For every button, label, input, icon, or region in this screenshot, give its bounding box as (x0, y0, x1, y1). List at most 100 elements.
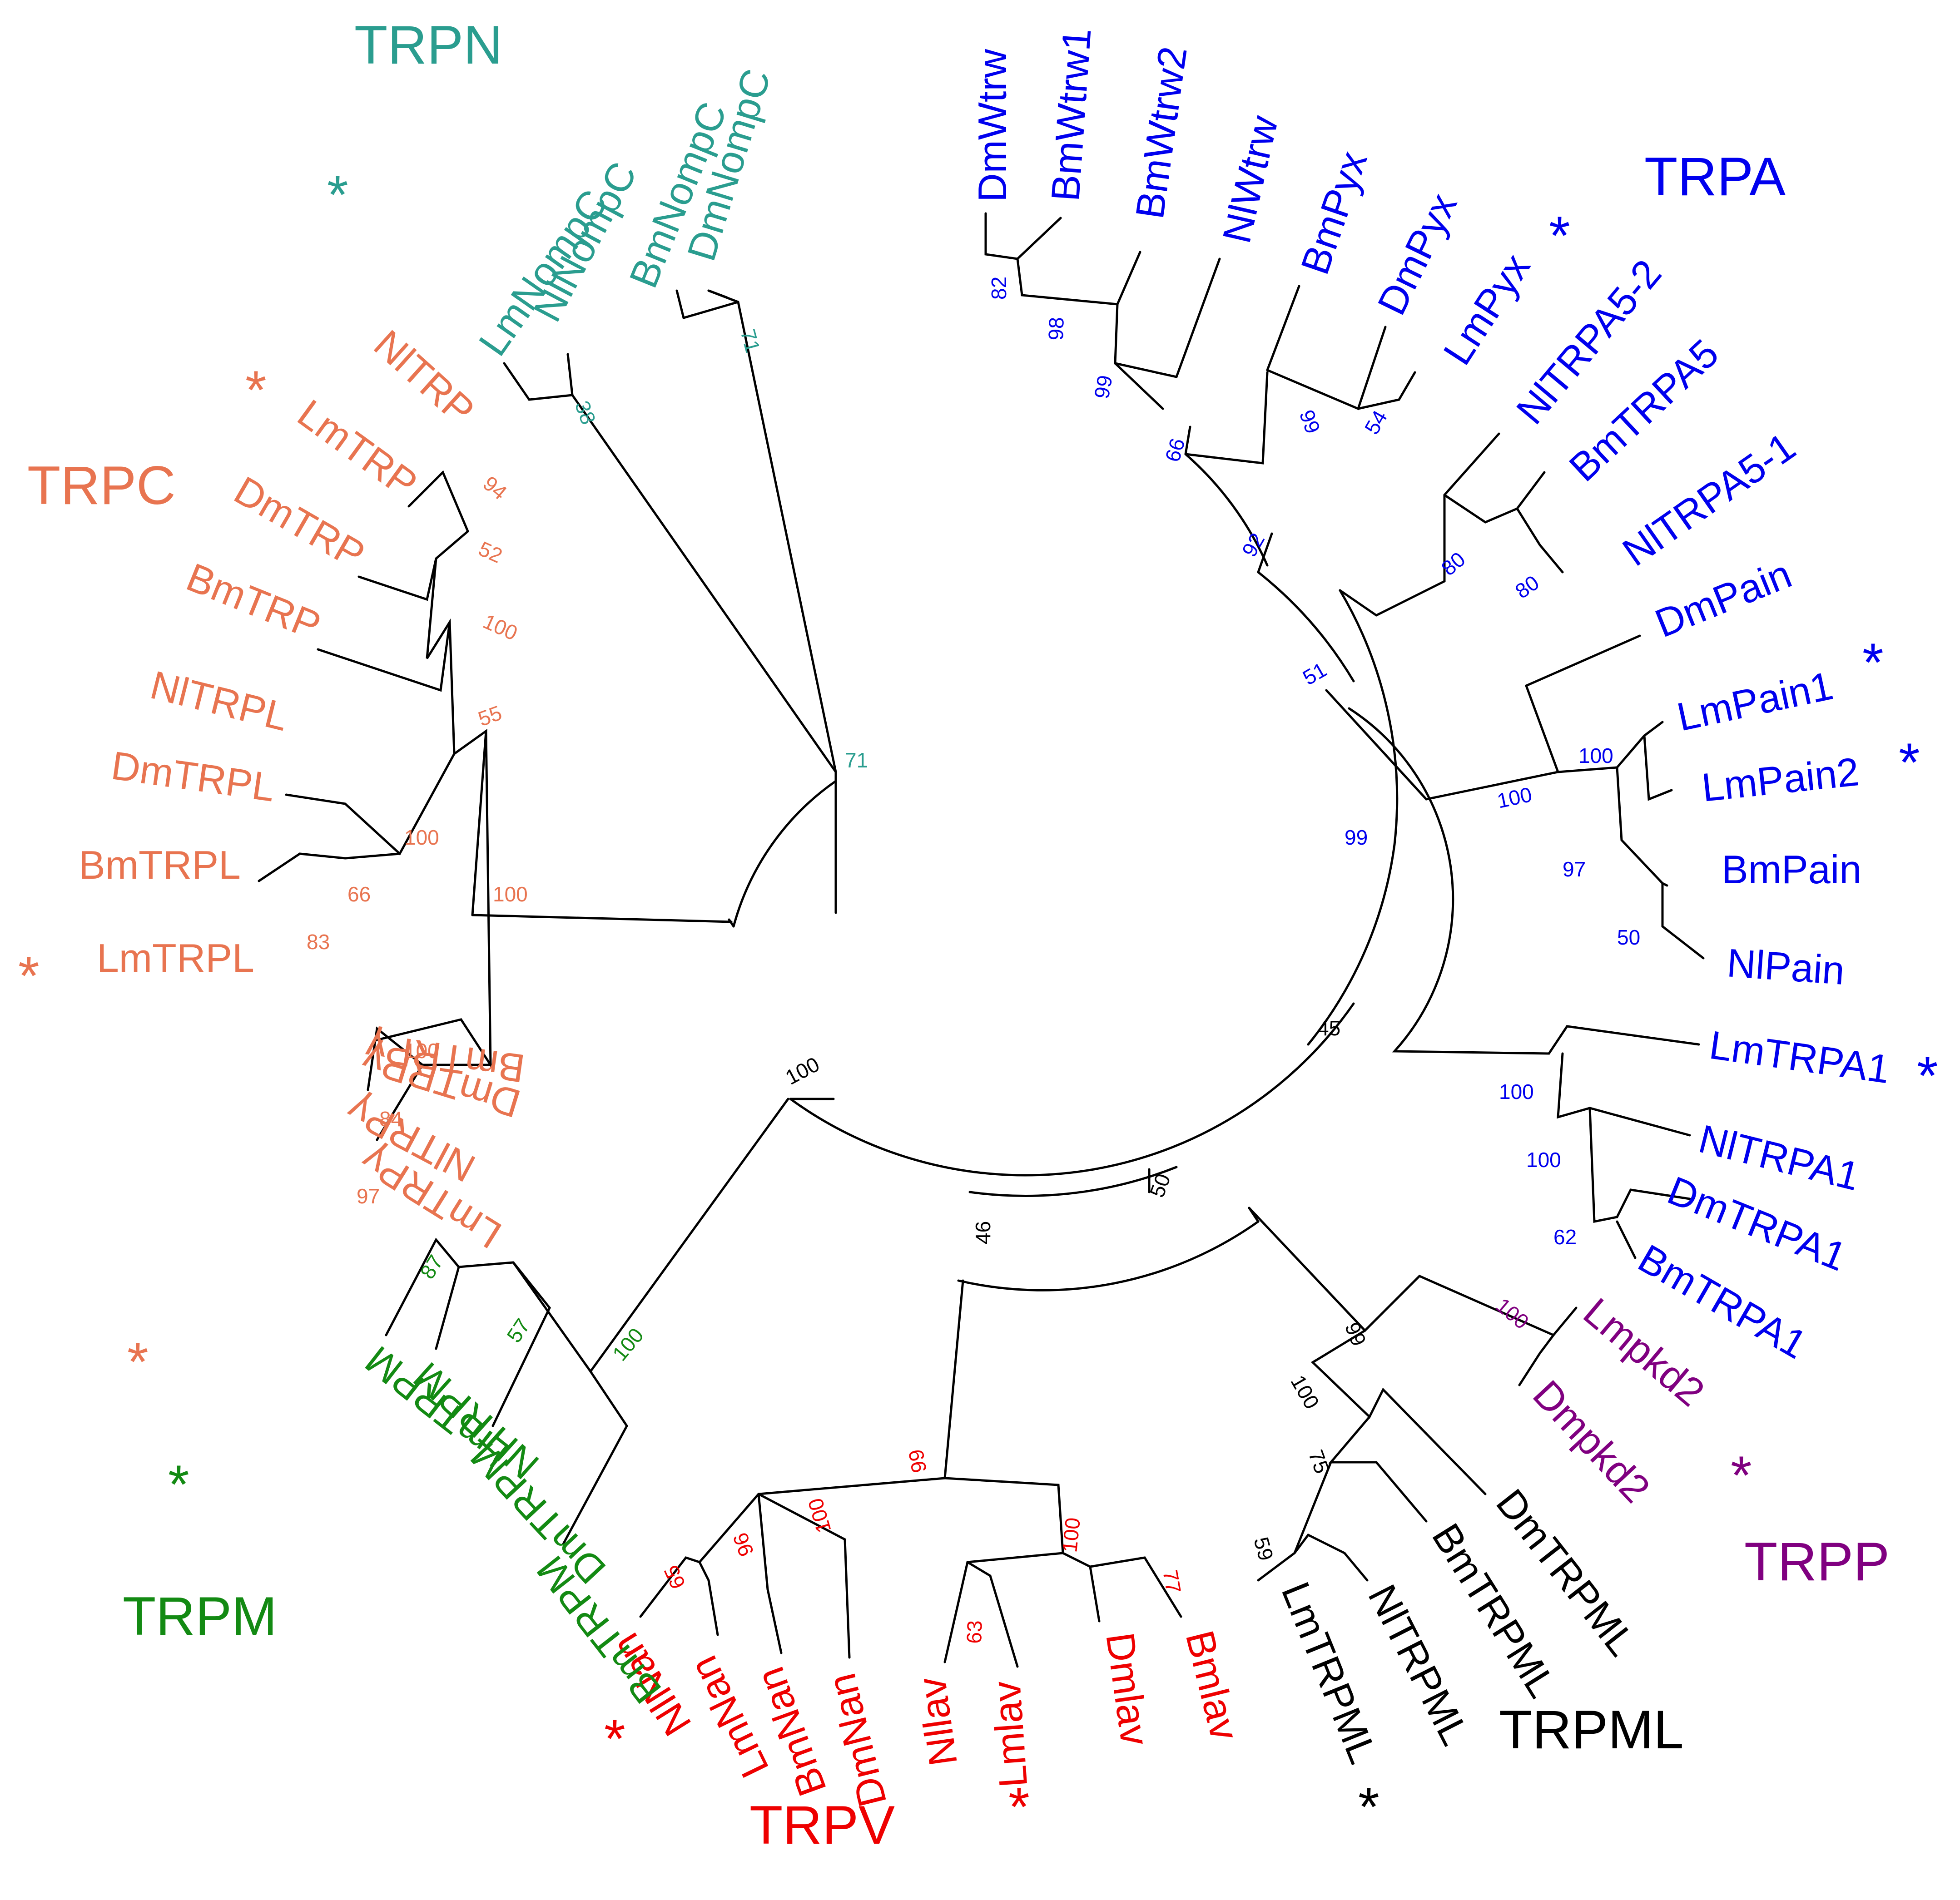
bootstrap-trpml-59: 59 (1249, 1534, 1278, 1563)
trpa-nlwtrw (1114, 257, 1221, 378)
family-label-trpp: TRPP (1744, 1531, 1890, 1592)
bootstrap-trpc-66: 66 (347, 882, 371, 906)
bootstrap-trpp-100: 100 (1492, 1293, 1533, 1334)
bootstrap-trpa-100a: 100 (1495, 782, 1534, 813)
leaf-nltrp: NlTRP (366, 321, 483, 433)
trpa-bmpain (1616, 766, 1668, 928)
bootstrap-trpa-98: 98 (1044, 317, 1068, 341)
bootstrap-trpa-100d: 100 (1526, 1148, 1561, 1172)
bootstrap-trpc-97: 97 (357, 1184, 380, 1208)
leaf-lmtrp: LmTRP (290, 391, 426, 506)
bootstrap-trpm-100: 100 (608, 1323, 648, 1365)
leaf-dmtrp: DmTRP (227, 467, 372, 577)
bootstrap-trpv-77: 77 (1158, 1568, 1186, 1595)
bootstrap-trpa-80a: 80 (1437, 547, 1470, 580)
bootstrap-trpn-71a: 71 (736, 327, 764, 355)
leaf-dmtrpl: DmTRPL (109, 742, 278, 810)
star-lmtrpl: * (18, 945, 40, 1006)
star-lmtrpa1: * (1917, 1045, 1938, 1106)
backbone-arc-50 (957, 1220, 1260, 1291)
family-label-trpv: TRPV (749, 1795, 895, 1855)
leaf-bmpain: BmPain (1722, 847, 1861, 892)
bootstrap-trpa-66: 66 (1161, 435, 1190, 465)
trpn-node-38 (503, 353, 574, 401)
bootstrap-trpa-99a: 99 (1090, 373, 1117, 400)
bootstrap-trpa-80b: 80 (1511, 570, 1543, 603)
trpa-trpa1-top (1348, 707, 1700, 1055)
bootstrap-trpc-94: 94 (479, 471, 512, 505)
bootstrap-trpa-62: 62 (1553, 1225, 1577, 1249)
leaf-bmwtrw2: BmWtrw2 (1127, 44, 1196, 221)
trpml-lmtrpml (1257, 1552, 1296, 1582)
leaf-bmpyx: BmPyx (1292, 145, 1375, 280)
backbone-arc-a (732, 780, 837, 928)
leaf-lmpyx: LmPyx (1434, 246, 1539, 372)
bootstrap-trpc-55: 55 (475, 701, 505, 731)
bootstrap-trpc-100d: 100 (404, 1039, 439, 1063)
leaf-lmpain1: LmPain1 (1673, 663, 1836, 740)
family-label-trpm: TRPM (123, 1586, 277, 1647)
trpa-arc-3 (1257, 571, 1355, 683)
trpn-stems (571, 301, 837, 773)
trpc-trp (317, 557, 451, 692)
leaf-dmpain: DmPain (1649, 551, 1797, 646)
leaf-lmlav: Lmlav (983, 1680, 1036, 1789)
bootstrap-trpc-100c: 100 (493, 882, 528, 906)
trpv-node-100 (757, 1493, 846, 1541)
bootstrap-trpa-99b: 99 (1295, 407, 1325, 437)
leaf-nltrpa5-1: NlTRPA5-1 (1614, 424, 1803, 575)
leaf-bmtrp: BmTRP (180, 554, 327, 648)
leaf-dmnan: DmNan (819, 1669, 895, 1811)
bootstrap-trpml-99: 99 (1340, 1319, 1371, 1349)
star-lmtrpml: * (1358, 1776, 1379, 1837)
leaf-nlwtrw: NlWtrw (1214, 111, 1286, 247)
bootstrap-trpv-63: 63 (962, 1620, 987, 1644)
bootstrap-trpc-83: 83 (307, 930, 330, 954)
trpn-node-71 (682, 289, 739, 319)
star-dmpkd2: * (1731, 1445, 1752, 1506)
leaf-nltrpl: NlTRPL (146, 662, 293, 740)
leaf-lmpain2: LmPain2 (1700, 749, 1861, 810)
trpv-nan (639, 1279, 964, 1636)
star-lmpain1: * (1862, 632, 1884, 693)
trpml-node-59 (1293, 1461, 1369, 1582)
star-lmnan: * (604, 1708, 625, 1769)
leaf-dmpkd2: Dmpkd2 (1524, 1371, 1659, 1511)
backbone-arc-46 (968, 1166, 1178, 1197)
leaf-nltrpml: NlTRPML (1360, 1578, 1478, 1752)
bootstrap-trpa-51: 51 (1299, 658, 1330, 690)
bootstrap-trpn-38: 38 (571, 398, 600, 428)
star-lmtrp: * (245, 360, 267, 421)
trpa-pyx (1114, 285, 1416, 411)
leaf-lmtrpl: LmTRPL (97, 935, 254, 980)
leaf-bmtrpl: BmTRPL (79, 842, 241, 887)
trpa-wtrw (984, 212, 1141, 306)
bootstrap-backbone-100: 100 (781, 1052, 823, 1089)
bootstrap-trpm-57: 57 (502, 1314, 535, 1347)
trpv-dmnan (757, 1493, 851, 1659)
bootstrap-trpm-87: 87 (415, 1251, 447, 1283)
bootstrap-trpa-50: 50 (1617, 925, 1640, 949)
bootstrap-trpml-100: 100 (1286, 1371, 1324, 1413)
bootstrap-trpa-54: 54 (1360, 406, 1392, 438)
bootstrap-backbone-45: 45 (1317, 1016, 1340, 1040)
star-lmnompc: * (327, 164, 348, 225)
star-lmtrpm: * (168, 1454, 189, 1515)
leaf-nlpain: NlPain (1726, 940, 1846, 993)
bootstrap-trpa-100b: 100 (1578, 744, 1613, 767)
leaf-nllav: Nllav (909, 1674, 966, 1768)
trpa-lmpain (1557, 721, 1673, 801)
bootstrap-trpa-82: 82 (987, 277, 1011, 300)
trpml-node-100 (1310, 1329, 1487, 1495)
family-label-trpn: TRPN (354, 15, 503, 75)
trpm-nodes (385, 1237, 515, 1350)
bootstrap-trpv-100b: 100 (1057, 1516, 1085, 1554)
trpv-node-63 (943, 1552, 1064, 1668)
bootstrap-trpa-100c: 100 (1499, 1080, 1534, 1103)
family-label-trpc: TRPC (27, 455, 176, 516)
trpa-trpa5 (1257, 432, 1546, 617)
trpv-lav (943, 1477, 1182, 1623)
leaf-bmlav: Bmlav (1177, 1626, 1248, 1745)
star-lmpyx: * (1549, 205, 1570, 266)
leaf-dmpyx: DmPyx (1369, 186, 1465, 322)
